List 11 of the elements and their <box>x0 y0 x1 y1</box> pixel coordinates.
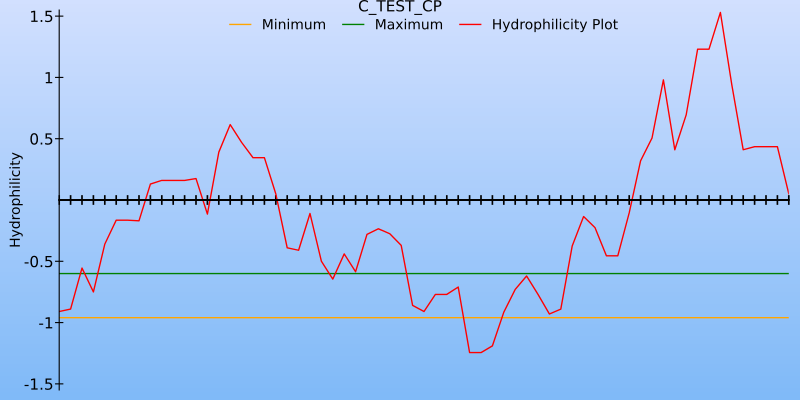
y-tick-label: 1.5 <box>31 10 52 22</box>
chart-title: C_TEST_CP <box>358 0 442 15</box>
y-tick-label: 1 <box>46 72 52 84</box>
legend-label: Maximum <box>376 18 442 30</box>
y-tick-label: -1 <box>39 317 52 328</box>
legend-label: Hydrophilicity Plot <box>493 18 618 32</box>
y-tick-label: -0.5 <box>24 256 52 268</box>
y-axis-title: Hydrophilicity <box>9 152 23 247</box>
y-tick-label: -1.5 <box>24 378 52 390</box>
legend-label: Minimum <box>263 18 325 30</box>
y-tick-label: 0.5 <box>30 133 52 145</box>
